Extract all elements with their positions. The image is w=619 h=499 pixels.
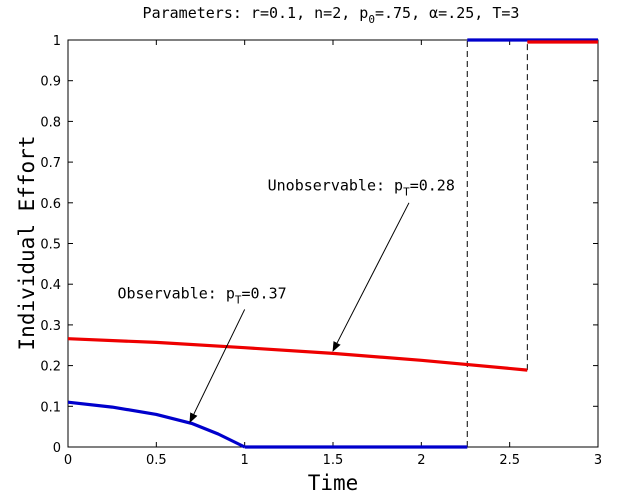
annotation-unobservable-arrow <box>332 202 410 352</box>
plot-area <box>67 39 599 448</box>
y-axis-label: Individual Effort <box>15 136 39 351</box>
y-tick-label: 0 <box>53 441 61 456</box>
annotation-subscript: T <box>403 186 410 199</box>
x-tick-label: 0.5 <box>146 453 167 468</box>
annotation-unobservable-label: Unobservable: pT=0.28 <box>268 177 455 199</box>
chart-title-subscript: 0 <box>368 13 375 26</box>
axis-ticks: 0 0.5 1 1.5 2 2.5 3 0 0.1 0.2 0.3 0.4 0.5 0.6 0.7 0.8 0.… <box>40 34 602 468</box>
y-tick-label: 0.4 <box>40 278 61 293</box>
y-tick-label: 0.2 <box>40 360 61 375</box>
annotation-value: =0.37 <box>241 284 286 302</box>
y-tick-label: 0.5 <box>40 238 61 253</box>
annotation-subscript: T <box>235 293 242 306</box>
y-tick-label: 0.1 <box>40 400 61 415</box>
annotation-value: =0.28 <box>410 177 455 195</box>
x-tick-label: 2 <box>417 453 425 468</box>
x-tick-label: 0 <box>64 453 72 468</box>
series-2-segment <box>67 337 528 372</box>
series-lines <box>67 38 598 449</box>
annotation-observable-label: Observable: pT=0.37 <box>117 284 286 306</box>
y-tick-label: 0.8 <box>40 115 61 130</box>
x-axis-label: Time <box>308 471 359 495</box>
y-tick-label: 0.3 <box>40 319 61 334</box>
chart-title-suffix: =.75, α=.25, T=3 <box>375 4 520 22</box>
y-tick-label: 0.6 <box>40 197 61 212</box>
x-tick-label: 3 <box>594 453 602 468</box>
series-1-segment <box>67 400 246 449</box>
annotation-text: Observable: p <box>117 284 234 302</box>
chart-title: Parameters: r=0.1, n=2, p0=.75, α=.25, T… <box>143 4 520 26</box>
y-tick-label: 0.9 <box>40 75 61 90</box>
annotation-text: Unobservable: p <box>268 177 403 195</box>
chart-title-prefix: Parameters: r=0.1, n=2, p <box>143 4 369 22</box>
x-tick-label: 2.5 <box>499 453 520 468</box>
annotation-observable-arrow <box>189 309 246 424</box>
y-tick-label: 0.7 <box>40 156 61 171</box>
y-tick-label: 1 <box>53 34 61 49</box>
threshold-lines <box>466 40 528 447</box>
x-tick-label: 1 <box>241 453 249 468</box>
x-tick-label: 1.5 <box>323 453 344 468</box>
